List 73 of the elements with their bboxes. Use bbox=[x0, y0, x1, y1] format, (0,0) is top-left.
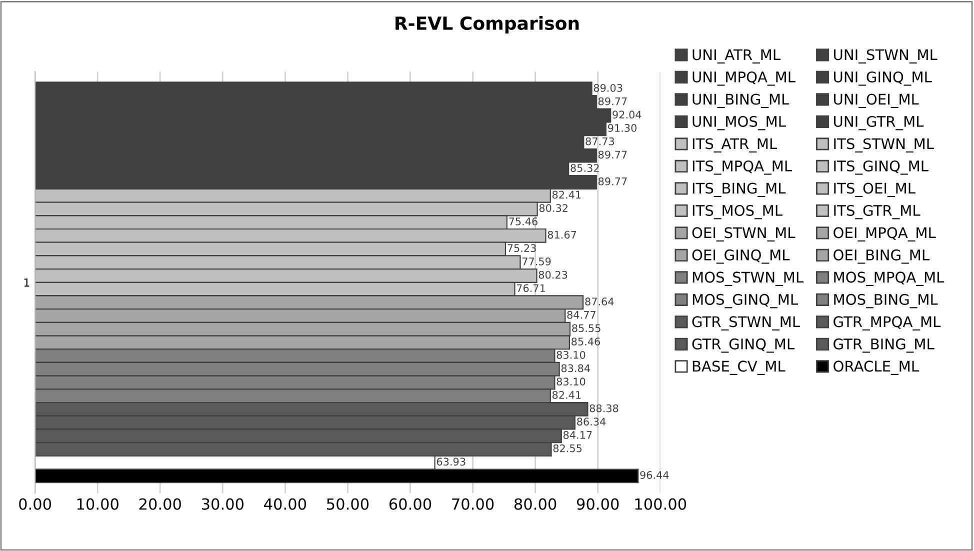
legend-label: OEI_STWN_ML bbox=[692, 227, 796, 242]
legend-label: ITS_BING_ML bbox=[692, 182, 786, 197]
legend-label: OEI_GINQ_ML bbox=[692, 249, 790, 264]
x-tick-label: 0.00 bbox=[19, 498, 52, 510]
data-label: 85.32 bbox=[570, 164, 599, 172]
data-label: 84.77 bbox=[567, 310, 596, 319]
data-label: 75.23 bbox=[508, 244, 536, 252]
legend-label: UNI_BING_ML bbox=[692, 94, 790, 108]
x-tick-label: 10.00 bbox=[77, 498, 118, 510]
y-tick-label: 1 bbox=[24, 278, 30, 287]
data-label: 80.32 bbox=[539, 204, 568, 212]
data-label: 82.41 bbox=[552, 390, 581, 399]
data-label: 81.67 bbox=[548, 230, 576, 239]
data-label: 92.04 bbox=[612, 110, 642, 119]
x-tick-label: 80.00 bbox=[514, 498, 556, 510]
legend-label: ITS_MPQA_ML bbox=[692, 160, 792, 175]
legend-label: GTR_GINQ_ML bbox=[692, 338, 794, 353]
legend-label: GTR_BING_ML bbox=[834, 338, 934, 353]
data-label: 85.55 bbox=[572, 324, 600, 332]
data-label: 75.46 bbox=[509, 217, 538, 226]
data-label: 96.44 bbox=[640, 471, 669, 479]
legend-label: UNI_ATR_ML bbox=[692, 49, 780, 64]
x-tick-label: 90.00 bbox=[576, 498, 619, 510]
legend-label: MOS_GINQ_ML bbox=[692, 294, 798, 308]
legend-label: GTR_STWN_ML bbox=[692, 316, 800, 330]
data-label: 89.77 bbox=[598, 150, 627, 159]
data-label: 82.55 bbox=[553, 444, 582, 452]
legend-label: ITS_STWN_ML bbox=[834, 138, 934, 152]
legend-label: UNI_MOS_ML bbox=[692, 116, 786, 130]
data-label: 83.84 bbox=[561, 364, 590, 372]
x-tick-label: 20.00 bbox=[139, 498, 181, 510]
data-label: 83.10 bbox=[556, 378, 586, 386]
data-label: 86.34 bbox=[577, 418, 606, 426]
data-label: 91.30 bbox=[608, 124, 636, 132]
data-label: 89.77 bbox=[598, 97, 627, 106]
x-tick-label: 60.00 bbox=[389, 498, 432, 510]
x-tick-label: 70.00 bbox=[452, 498, 494, 510]
data-label: 77.59 bbox=[522, 258, 551, 266]
legend-label: ITS_ATR_ML bbox=[692, 138, 778, 152]
x-tick-label: 30.00 bbox=[202, 498, 244, 510]
data-label: 83.10 bbox=[556, 350, 586, 359]
data-label: 85.46 bbox=[572, 338, 600, 346]
legend-label: UNI_OEI_ML bbox=[834, 94, 919, 108]
legend-label: ORACLE_ML bbox=[834, 360, 919, 375]
chart-title: R-EVL Comparison bbox=[396, 16, 579, 34]
legend-label: UNI_GTR_ML bbox=[834, 116, 924, 130]
legend-label: MOS_STWN_ML bbox=[692, 272, 804, 286]
x-tick-label: 50.00 bbox=[327, 498, 369, 510]
data-label: 89.77 bbox=[598, 177, 627, 186]
legend-label: ITS_GTR_ML bbox=[834, 204, 920, 220]
legend-label: UNI_GINQ_ML bbox=[834, 71, 932, 86]
data-label: 87.73 bbox=[586, 137, 614, 146]
legend-label: ITS_MOS_ML bbox=[692, 204, 782, 220]
data-label: 89.03 bbox=[594, 84, 622, 92]
x-tick-label: 100.00 bbox=[635, 498, 686, 510]
data-label: 88.38 bbox=[590, 404, 618, 412]
data-label: 63.93 bbox=[436, 458, 466, 466]
data-label: 80.23 bbox=[538, 270, 568, 279]
legend-label: ITS_GINQ_ML bbox=[834, 160, 928, 175]
data-label: 82.41 bbox=[552, 190, 581, 199]
legend-label: UNI_STWN_ML bbox=[834, 49, 938, 64]
legend-label: MOS_MPQA_ML bbox=[834, 272, 944, 286]
data-label: 87.64 bbox=[585, 298, 614, 306]
legend-label: UNI_MPQA_ML bbox=[692, 71, 796, 86]
legend-label: OEI_MPQA_ML bbox=[834, 227, 936, 242]
legend-label: MOS_BING_ML bbox=[834, 294, 938, 308]
legend-label: OEI_BING_ML bbox=[834, 249, 930, 264]
legend-label: GTR_MPQA_ML bbox=[834, 316, 941, 330]
legend-label: BASE_CV_ML bbox=[692, 360, 786, 375]
data-label: 84.17 bbox=[563, 431, 592, 439]
legend-label: ITS_OEI_ML bbox=[834, 182, 916, 197]
data-label: 76.71 bbox=[516, 284, 545, 292]
x-tick-label: 40.00 bbox=[264, 498, 306, 510]
